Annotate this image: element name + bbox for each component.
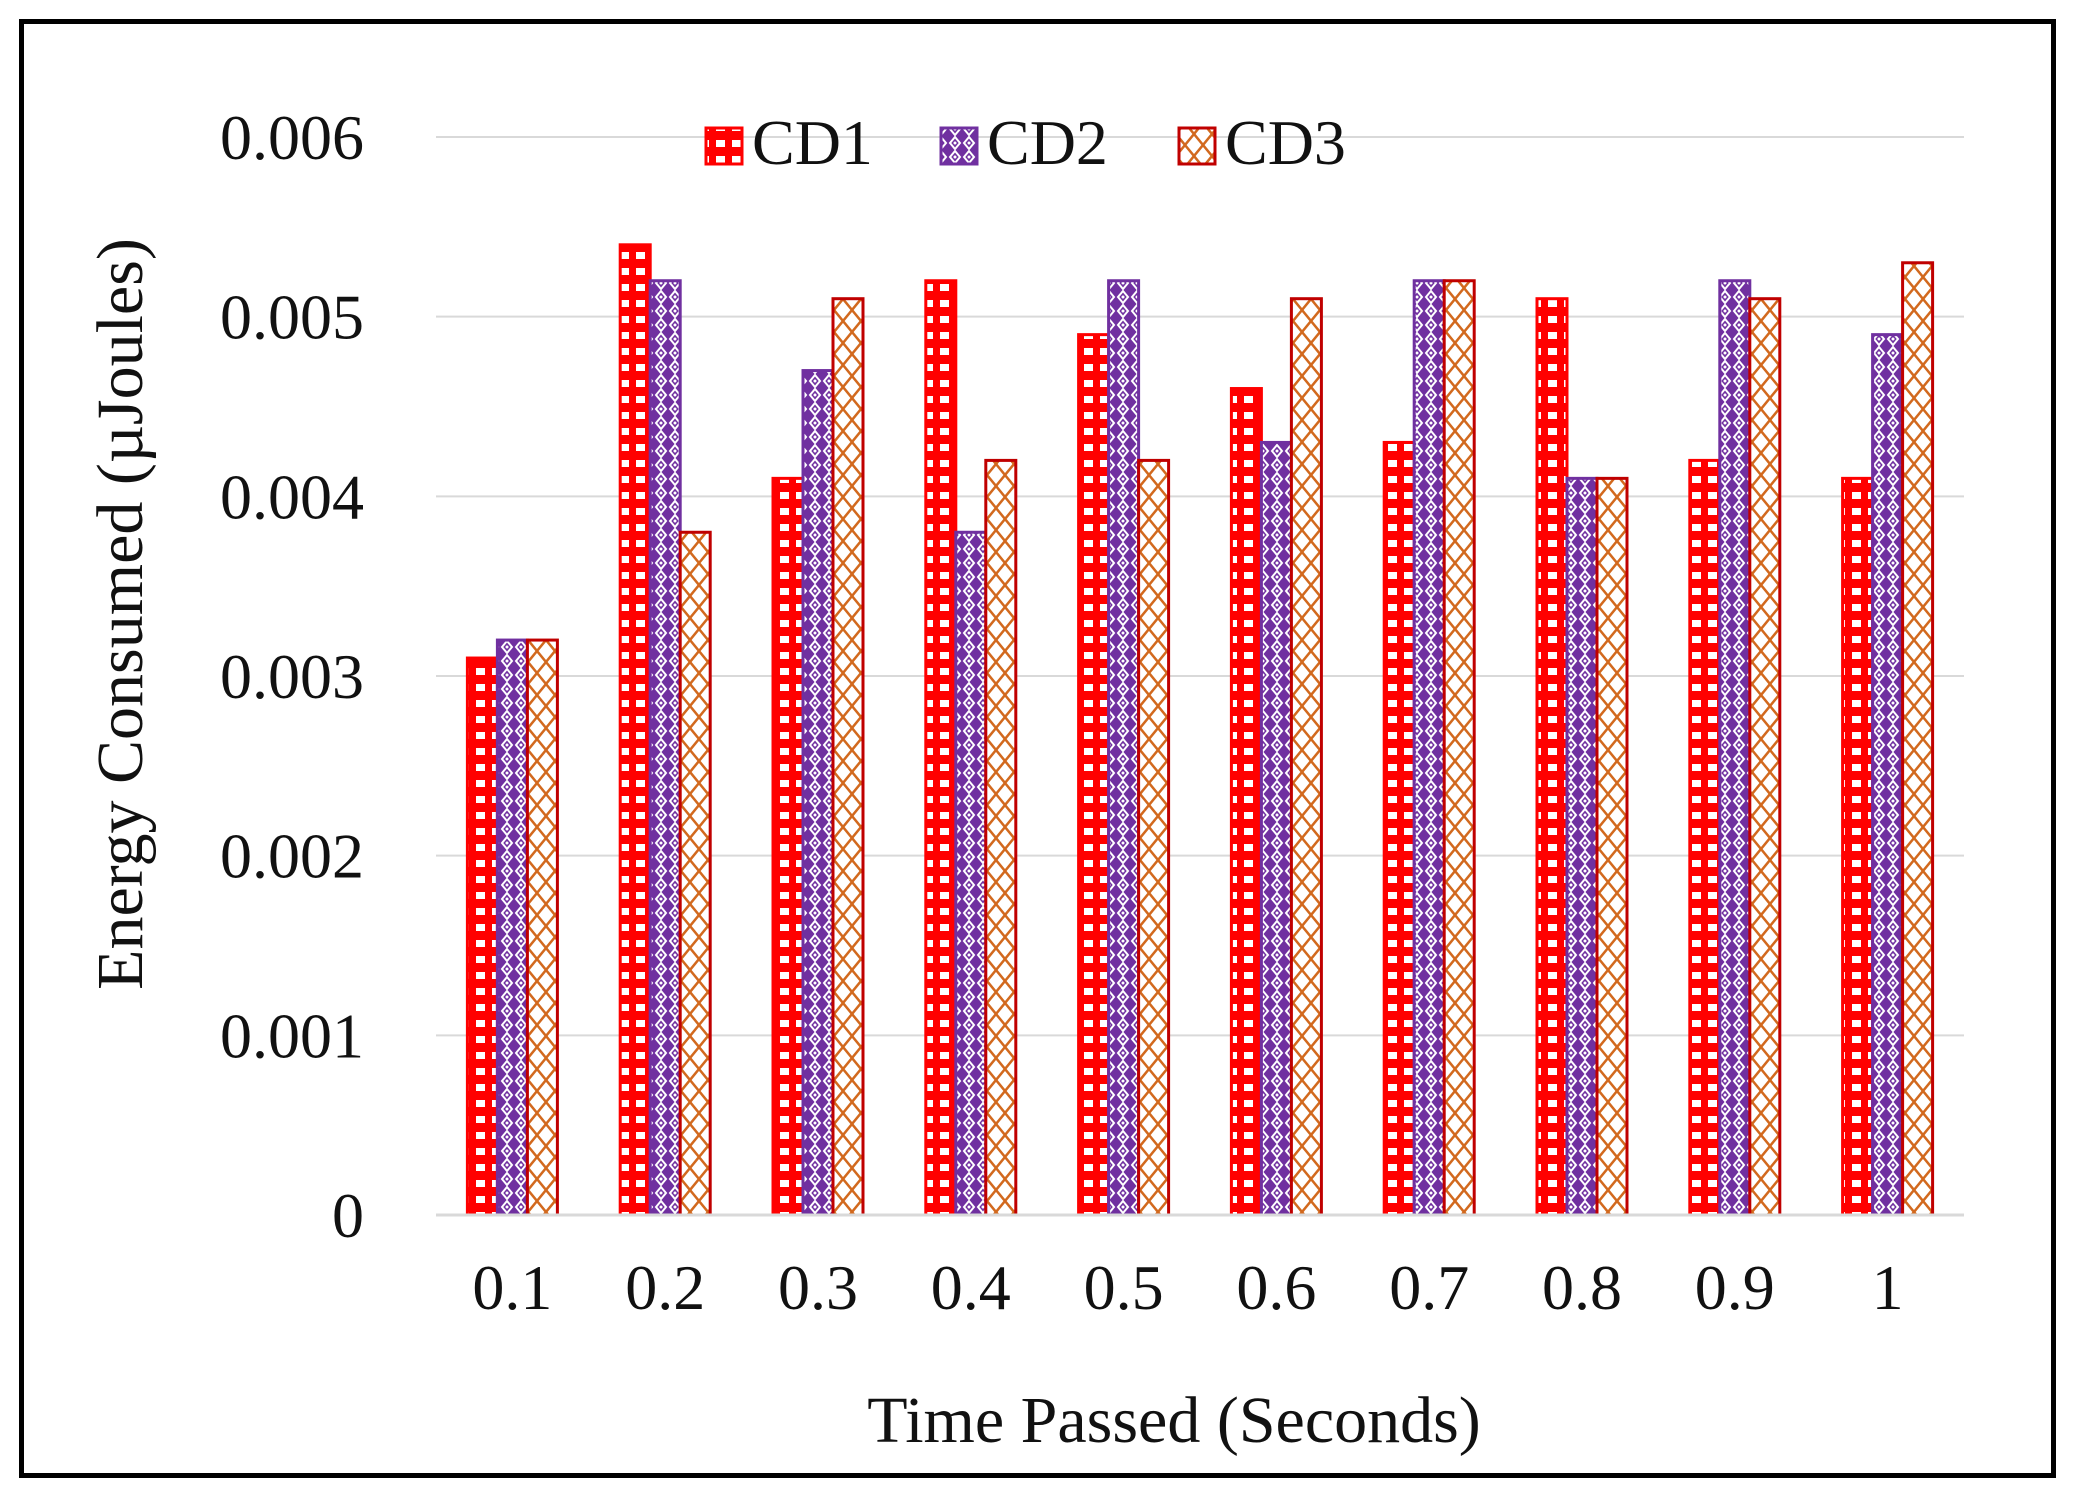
bar-cd3-0.3 <box>831 297 865 1217</box>
bar-cd2-1 <box>1871 333 1905 1217</box>
y-axis-title: Energy Consumed (µJoules) <box>84 238 157 990</box>
bar-cd1-0.5 <box>1077 333 1111 1217</box>
bar-cd3-1 <box>1901 261 1935 1217</box>
x-tick-label: 0.6 <box>1236 1252 1316 1323</box>
bar-cd2-0.2 <box>648 279 682 1217</box>
bar-cd3-0.7 <box>1442 279 1476 1217</box>
bar-cd2-0.5 <box>1107 279 1141 1217</box>
x-tick-label: 0.4 <box>931 1252 1011 1323</box>
bar-cd1-0.4 <box>924 279 958 1217</box>
y-tick-label: 0.006 <box>220 102 364 173</box>
bar-cd3-0.2 <box>678 530 712 1217</box>
bar-cd3-0.9 <box>1748 297 1782 1217</box>
y-axis-ticks: 0 0.001 0.002 0.003 0.004 0.005 0.006 <box>220 102 364 1251</box>
bar-cd3-0.1 <box>525 638 559 1217</box>
y-tick-label: 0.002 <box>220 821 364 892</box>
x-tick-label: 0.5 <box>1084 1252 1164 1323</box>
x-tick-label: 0.3 <box>778 1252 858 1323</box>
x-tick-label: 0.8 <box>1542 1252 1622 1323</box>
legend: CD1 CD2 CD3 <box>704 107 1346 178</box>
bar-cd3-0.5 <box>1137 458 1171 1217</box>
x-axis-ticks: 0.1 0.2 0.3 0.4 0.5 0.6 0.7 0.8 0.9 1 <box>472 1252 1903 1323</box>
bar-cd2-0.3 <box>801 369 835 1217</box>
x-tick-label: 0.7 <box>1389 1252 1469 1323</box>
y-tick-label: 0 <box>332 1180 364 1251</box>
legend-swatch-cd1 <box>704 126 744 166</box>
bar-cd3-0.4 <box>984 458 1018 1217</box>
y-tick-label: 0.003 <box>220 641 364 712</box>
x-tick-label: 0.1 <box>472 1252 552 1323</box>
bar-cd1-0.8 <box>1535 297 1569 1217</box>
legend-label-cd2: CD2 <box>987 107 1108 178</box>
bar-cd2-0.6 <box>1259 440 1293 1217</box>
bar-cd3-0.6 <box>1289 297 1323 1217</box>
legend-label-cd3: CD3 <box>1225 107 1346 178</box>
x-tick-label: 0.9 <box>1695 1252 1775 1323</box>
bar-cd2-0.4 <box>954 530 988 1217</box>
x-tick-label: 1 <box>1872 1252 1904 1323</box>
bar-cd1-0.9 <box>1688 458 1722 1217</box>
bar-cd2-0.9 <box>1718 279 1752 1217</box>
legend-label-cd1: CD1 <box>752 107 873 178</box>
bar-cd1-0.7 <box>1382 440 1416 1217</box>
bars <box>465 243 1935 1217</box>
y-tick-label: 0.004 <box>220 461 364 532</box>
bar-cd1-0.3 <box>771 476 805 1217</box>
legend-swatch-cd2 <box>939 126 979 166</box>
y-tick-label: 0.005 <box>220 282 364 353</box>
chart-frame: 0 0.001 0.002 0.003 0.004 0.005 0.006 0.1 0.2 0.… <box>19 19 2056 1478</box>
bar-cd1-0.6 <box>1229 387 1263 1217</box>
x-tick-label: 0.2 <box>625 1252 705 1323</box>
bar-cd2-0.8 <box>1565 476 1599 1217</box>
bar-cd3-0.8 <box>1595 476 1629 1217</box>
bar-cd2-0.1 <box>495 638 529 1217</box>
x-axis-title: Time Passed (Seconds) <box>867 1384 1481 1457</box>
legend-swatch-cd3 <box>1177 126 1217 166</box>
bar-cd1-1 <box>1841 476 1875 1217</box>
y-tick-label: 0.001 <box>220 1000 364 1071</box>
bar-cd2-0.7 <box>1412 279 1446 1217</box>
bar-cd1-0.2 <box>618 243 652 1217</box>
bar-cd1-0.1 <box>465 656 499 1217</box>
